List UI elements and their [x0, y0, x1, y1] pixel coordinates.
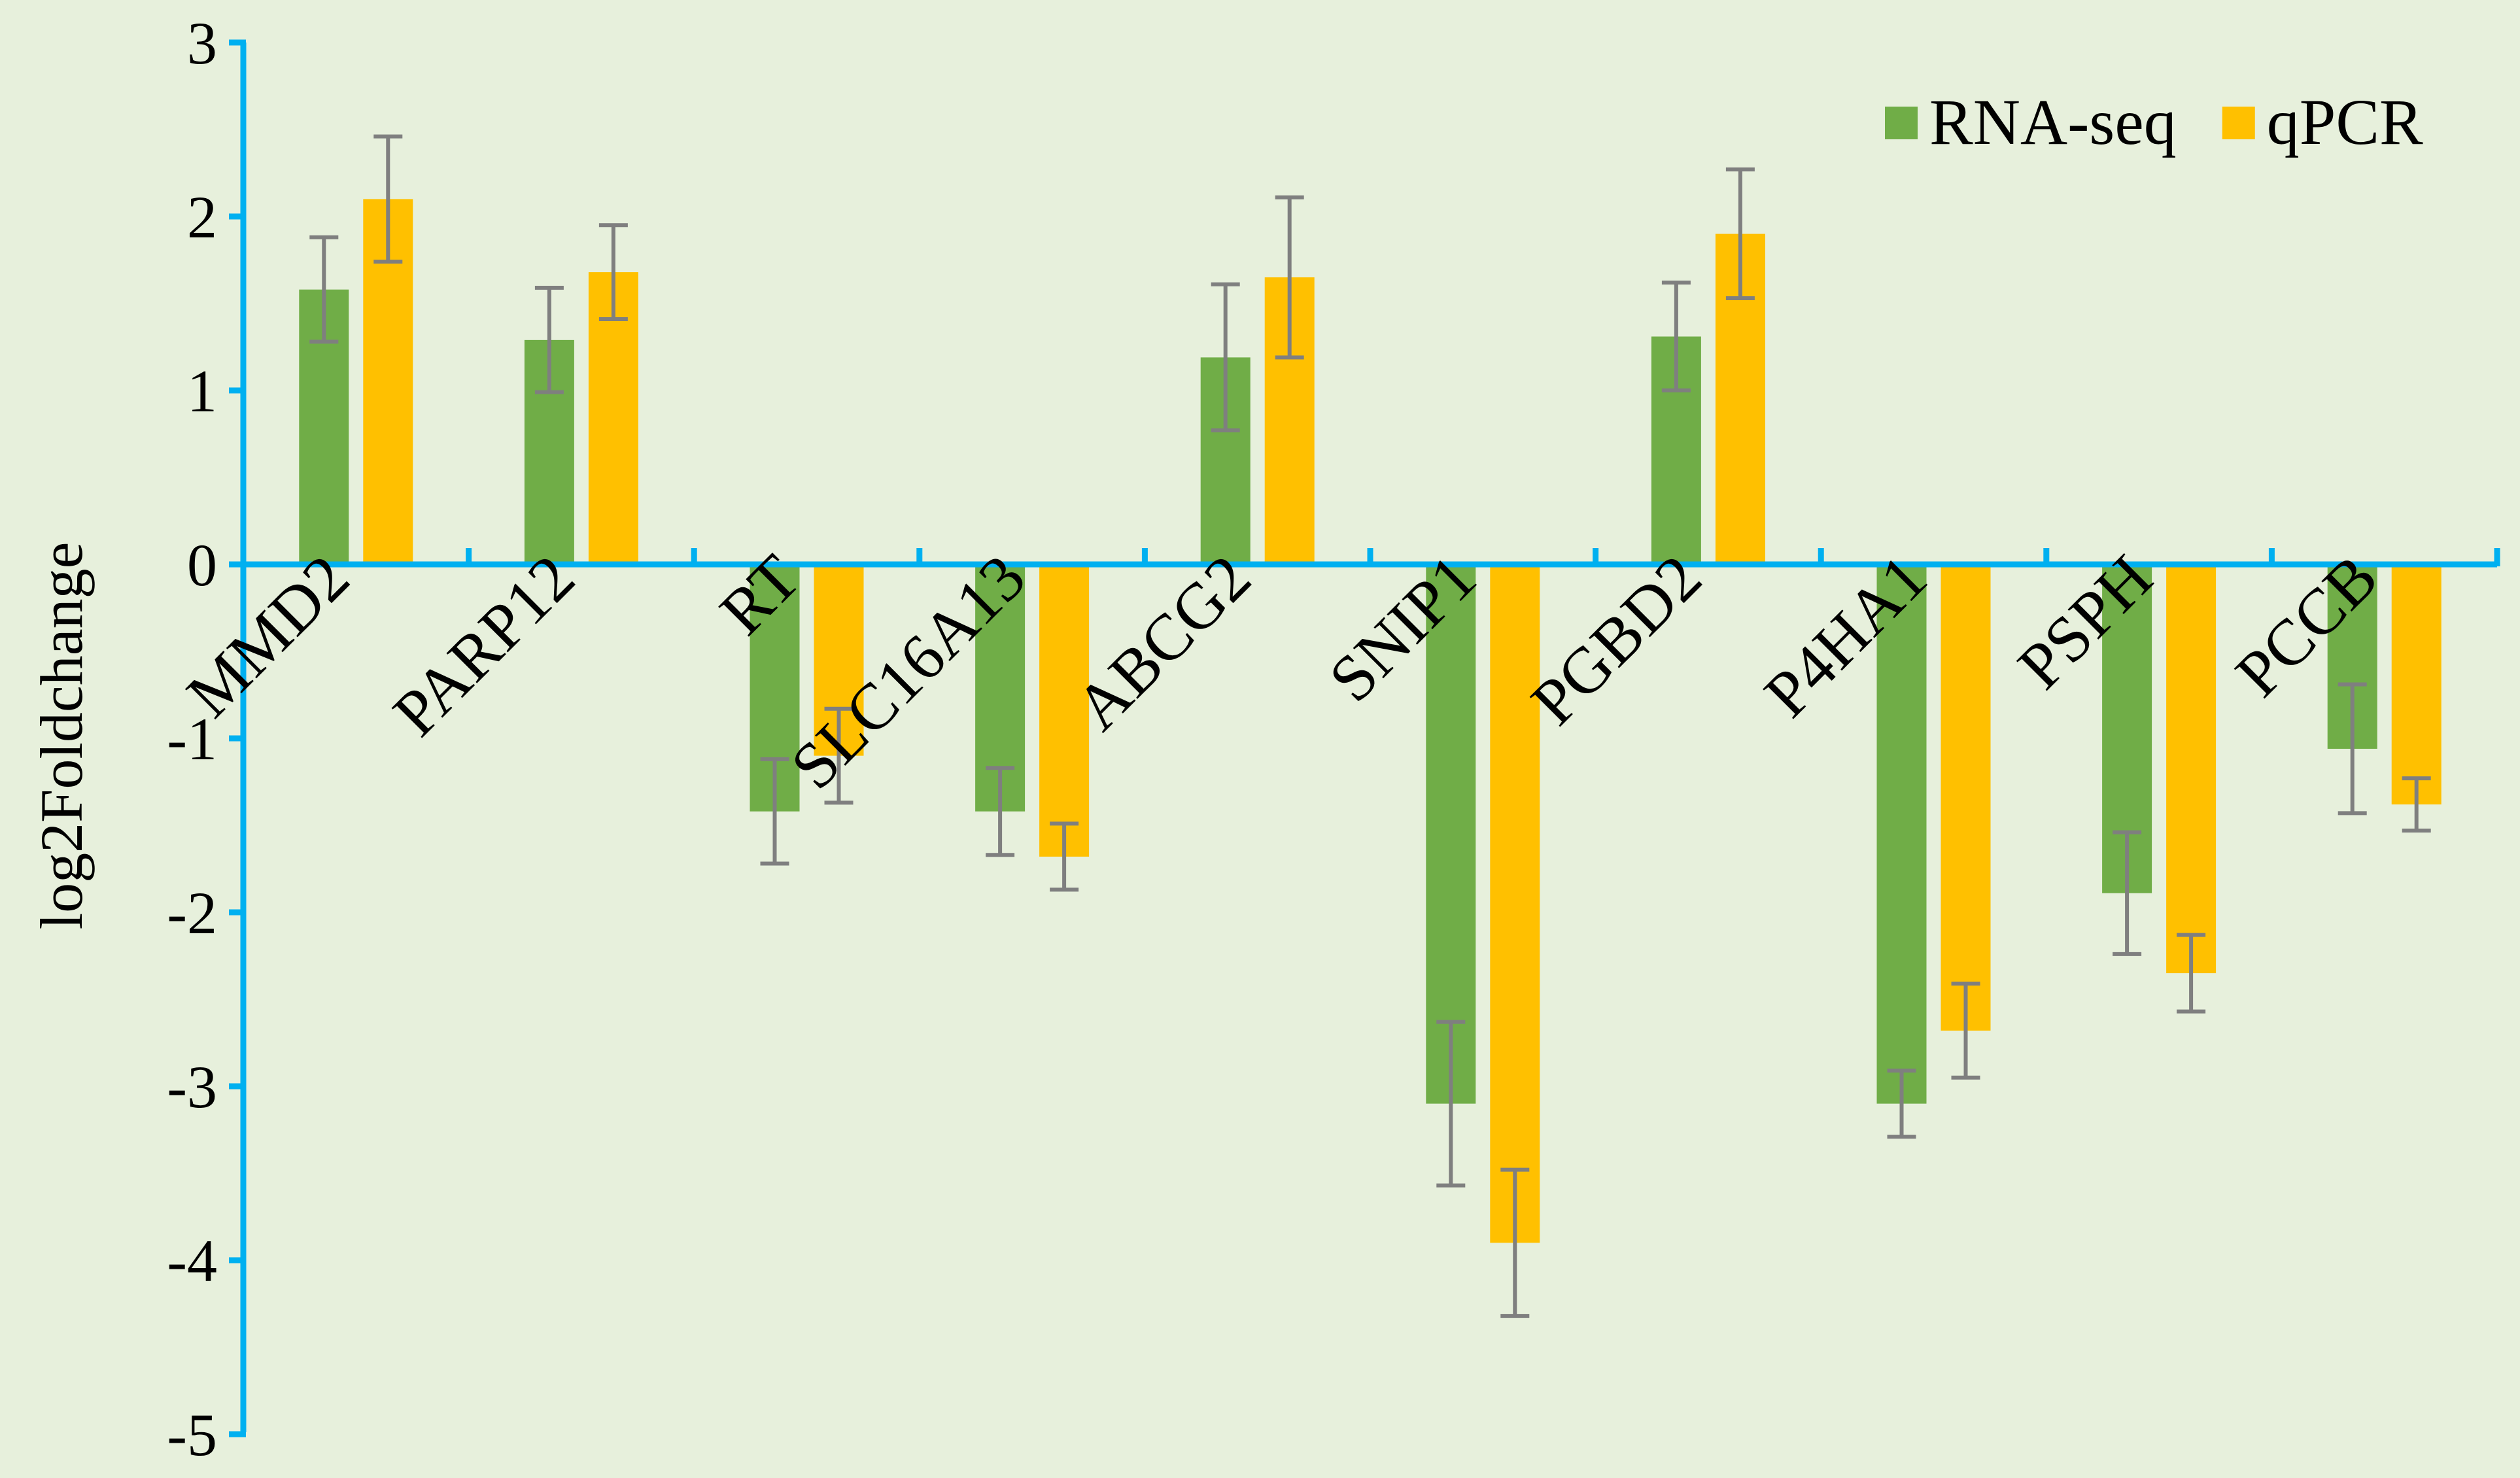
bar-qpcr-pccb: [2391, 564, 2442, 805]
error-bar-rna-seq-psph: [2113, 830, 2142, 956]
error-bar-qpcr-mmd2: [373, 134, 403, 264]
error-bar-qpcr-pccb: [2402, 776, 2431, 833]
legend-swatch-qpcr: [2222, 107, 2255, 139]
y-tick-label: -1: [167, 706, 217, 772]
error-bar-rna-seq-mmd2: [309, 235, 339, 344]
error-bar-rna-seq-parp12: [534, 286, 564, 394]
legend: RNA-seq qPCR: [1885, 86, 2423, 158]
error-bar-rna-seq-abcg2: [1211, 282, 1240, 433]
legend-label-qpcr: qPCR: [2267, 86, 2423, 158]
error-bar-rna-seq-pgbd2: [1661, 281, 1691, 392]
error-bar-qpcr-psph: [2177, 933, 2206, 1014]
error-bar-qpcr-slc16a13: [1050, 821, 1079, 892]
bar-rna-seq-snip1: [1426, 564, 1476, 1104]
bar-rna-seq-p4ha1: [1876, 564, 1927, 1104]
y-tick-label: 3: [187, 10, 217, 77]
error-bar-rna-seq-snip1: [1436, 1020, 1466, 1188]
y-tick-label: -5: [167, 1401, 217, 1468]
y-tick-label: 2: [187, 184, 217, 250]
axes-layer: [229, 39, 2500, 1437]
error-bar-qpcr-pgbd2: [1725, 167, 1755, 301]
bar-qpcr-psph: [2166, 564, 2217, 974]
error-bar-qpcr-p4ha1: [1951, 982, 1980, 1080]
y-tick-label: 1: [187, 358, 217, 424]
error-bars-layer: [309, 134, 2431, 1318]
bar-qpcr-snip1: [1490, 564, 1540, 1243]
error-bar-qpcr-rt: [824, 706, 854, 805]
y-tick-label: -3: [167, 1054, 217, 1120]
error-bar-qpcr-abcg2: [1275, 195, 1304, 360]
error-bar-rna-seq-p4ha1: [1887, 1069, 1916, 1139]
bar-qpcr-p4ha1: [1941, 564, 1991, 1031]
legend-label-rna-seq: RNA-seq: [1929, 86, 2177, 158]
error-bar-rna-seq-rt: [760, 757, 789, 866]
y-tick-label: 0: [187, 532, 217, 598]
error-bar-rna-seq-pccb: [2338, 682, 2367, 816]
legend-swatch-rna-seq: [1885, 107, 1918, 139]
bar-qpcr-slc16a13: [1039, 564, 1090, 857]
y-tick-label: -2: [167, 880, 217, 946]
error-bar-qpcr-snip1: [1500, 1167, 1530, 1318]
y-axis-title: log2Foldchange: [28, 542, 95, 930]
error-bar-qpcr-parp12: [598, 223, 628, 321]
y-tick-label: -4: [167, 1228, 217, 1294]
error-bar-rna-seq-slc16a13: [986, 766, 1015, 857]
